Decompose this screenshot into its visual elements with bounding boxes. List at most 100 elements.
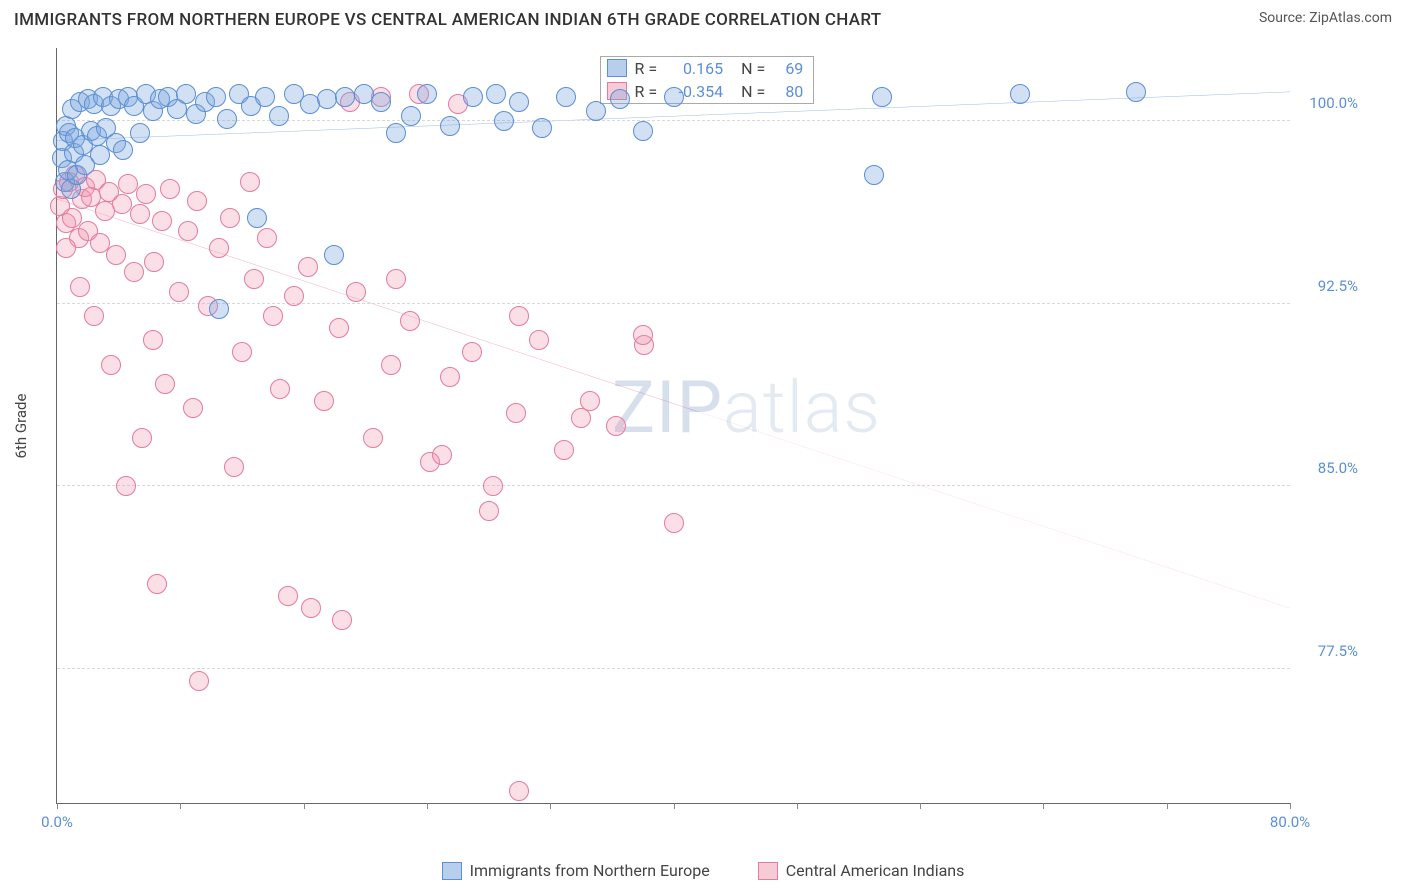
data-point bbox=[864, 165, 884, 185]
data-point bbox=[209, 299, 229, 319]
data-point bbox=[509, 306, 529, 326]
data-point bbox=[633, 325, 653, 345]
data-point bbox=[532, 118, 552, 138]
data-point bbox=[664, 513, 684, 533]
n-label: N = bbox=[741, 59, 765, 78]
data-point bbox=[269, 106, 289, 126]
data-point bbox=[118, 174, 138, 194]
y-tick-label: 77.5% bbox=[1296, 642, 1358, 660]
watermark-right: atlas bbox=[723, 365, 881, 450]
data-point bbox=[147, 574, 167, 594]
data-point bbox=[106, 245, 126, 265]
legend-stats-box: R =0.165N =69R =-0.354N =80 bbox=[600, 56, 815, 104]
data-point bbox=[363, 428, 383, 448]
data-point bbox=[232, 342, 252, 362]
x-tick-label: 0.0% bbox=[41, 813, 73, 831]
data-point bbox=[132, 428, 152, 448]
data-point bbox=[144, 252, 164, 272]
data-point bbox=[314, 391, 334, 411]
data-point bbox=[284, 286, 304, 306]
data-point bbox=[324, 245, 344, 265]
data-point bbox=[494, 111, 514, 131]
data-point bbox=[483, 476, 503, 496]
data-point bbox=[257, 228, 277, 248]
data-point bbox=[130, 204, 150, 224]
source-label: Source: ZipAtlas.com bbox=[1259, 10, 1392, 26]
data-point bbox=[220, 208, 240, 228]
x-tick bbox=[797, 803, 798, 809]
x-tick-label: 80.0% bbox=[1270, 813, 1310, 831]
legend-swatch bbox=[758, 862, 778, 880]
x-tick bbox=[57, 803, 58, 809]
data-point bbox=[217, 109, 237, 129]
data-point bbox=[224, 457, 244, 477]
data-point bbox=[486, 84, 506, 104]
gridline bbox=[57, 668, 1290, 669]
x-tick bbox=[427, 803, 428, 809]
legend-swatch bbox=[607, 59, 627, 77]
watermark-left: ZIP bbox=[612, 365, 723, 450]
data-point bbox=[136, 184, 156, 204]
x-tick bbox=[550, 803, 551, 809]
data-point bbox=[440, 367, 460, 387]
data-point bbox=[270, 379, 290, 399]
data-point bbox=[298, 257, 318, 277]
data-point bbox=[160, 179, 180, 199]
data-point bbox=[386, 123, 406, 143]
data-point bbox=[1010, 84, 1030, 104]
x-tick bbox=[674, 803, 675, 809]
plot-wrap: 6th Grade ZIPatlas R =0.165N =69R =-0.35… bbox=[56, 48, 1358, 832]
data-point bbox=[301, 598, 321, 618]
data-point bbox=[124, 262, 144, 282]
data-point bbox=[70, 277, 90, 297]
data-point bbox=[440, 116, 460, 136]
legend-label: Immigrants from Northern Europe bbox=[470, 861, 710, 880]
data-point bbox=[610, 89, 630, 109]
data-point bbox=[56, 238, 76, 258]
data-point bbox=[462, 342, 482, 362]
gridline bbox=[57, 303, 1290, 304]
data-point bbox=[479, 501, 499, 521]
data-point bbox=[606, 416, 626, 436]
r-value: 0.165 bbox=[665, 59, 723, 78]
data-point bbox=[247, 208, 267, 228]
gridline bbox=[57, 120, 1290, 121]
watermark: ZIPatlas bbox=[612, 365, 881, 450]
y-tick-label: 85.0% bbox=[1296, 459, 1358, 477]
chart-title: IMMIGRANTS FROM NORTHERN EUROPE VS CENTR… bbox=[14, 10, 881, 30]
y-tick-label: 92.5% bbox=[1296, 277, 1358, 295]
data-point bbox=[278, 586, 298, 606]
data-point bbox=[152, 211, 172, 231]
data-point bbox=[506, 403, 526, 423]
gridline bbox=[57, 485, 1290, 486]
data-point bbox=[432, 445, 452, 465]
data-point bbox=[255, 87, 275, 107]
y-tick-label: 100.0% bbox=[1296, 94, 1358, 112]
x-tick bbox=[304, 803, 305, 809]
legend-item: Central American Indians bbox=[758, 861, 965, 880]
data-point bbox=[101, 355, 121, 375]
data-point bbox=[381, 355, 401, 375]
data-point bbox=[176, 84, 196, 104]
legend-stats-row: R =-0.354N =80 bbox=[601, 80, 814, 103]
data-point bbox=[113, 140, 133, 160]
n-label: N = bbox=[741, 82, 765, 101]
data-point bbox=[872, 87, 892, 107]
data-point bbox=[386, 269, 406, 289]
data-point bbox=[143, 330, 163, 350]
x-tick bbox=[180, 803, 181, 809]
data-point bbox=[187, 191, 207, 211]
data-point bbox=[130, 123, 150, 143]
data-point bbox=[84, 306, 104, 326]
data-point bbox=[509, 781, 529, 801]
legend-item: Immigrants from Northern Europe bbox=[442, 861, 710, 880]
x-tick bbox=[1167, 803, 1168, 809]
n-value: 69 bbox=[773, 59, 803, 78]
data-point bbox=[335, 87, 355, 107]
x-tick bbox=[1043, 803, 1044, 809]
data-point bbox=[329, 318, 349, 338]
legend-stats-row: R =0.165N =69 bbox=[601, 57, 814, 80]
data-point bbox=[178, 221, 198, 241]
data-point bbox=[317, 89, 337, 109]
data-point bbox=[417, 84, 437, 104]
